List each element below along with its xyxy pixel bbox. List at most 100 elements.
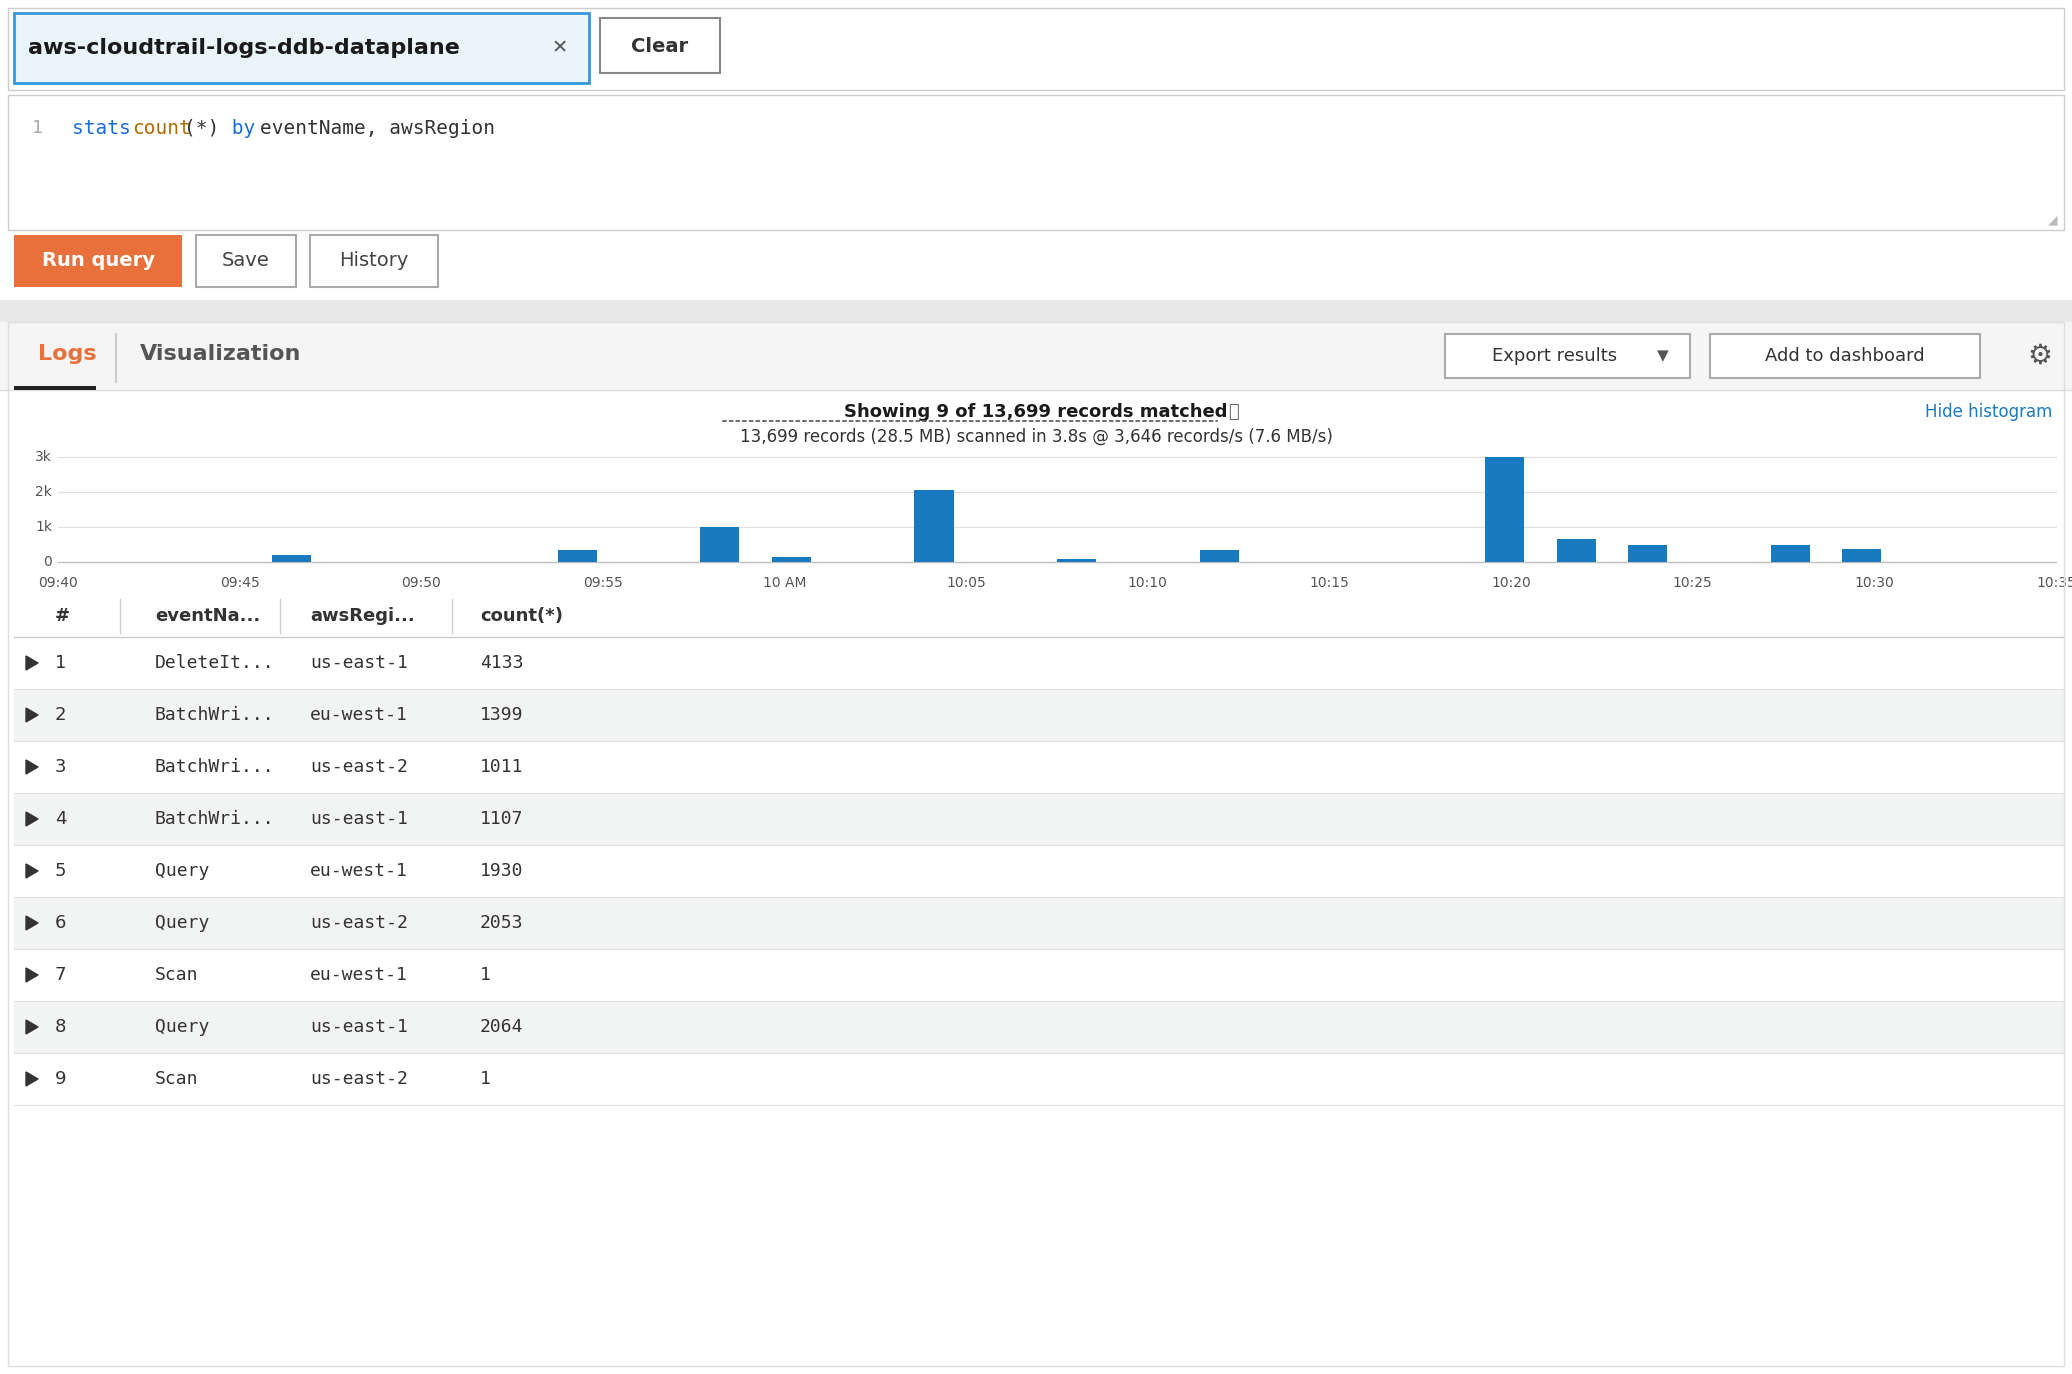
Text: Save: Save [222,251,269,271]
Text: Showing 9 of 13,699 records matched: Showing 9 of 13,699 records matched [843,403,1229,420]
Text: 09:40: 09:40 [37,576,79,589]
Text: Scan: Scan [155,966,199,984]
Text: DeleteIt...: DeleteIt... [155,654,276,672]
Polygon shape [27,655,37,671]
Bar [311,235,437,287]
Polygon shape [27,812,37,826]
Text: 1: 1 [31,120,44,137]
Text: 10:20: 10:20 [1492,576,1531,589]
Bar [8,322,2064,1366]
Text: 4: 4 [56,811,66,829]
Bar [8,95,2064,229]
Text: count(*): count(*) [481,607,564,625]
Text: 3k: 3k [35,451,52,464]
Text: eu-west-1: eu-west-1 [311,706,408,724]
Text: (*): (*) [184,118,220,137]
Text: eu-west-1: eu-west-1 [311,861,408,879]
Bar [1629,544,1668,562]
Text: count: count [133,118,191,137]
Text: us-east-1: us-east-1 [311,811,408,829]
Text: awsRegi...: awsRegi... [311,607,414,625]
Text: 1k: 1k [35,519,52,534]
Bar [15,949,2064,1002]
Bar [0,322,2072,390]
Text: 6: 6 [56,914,66,932]
Bar [271,555,311,562]
Text: Hide histogram: Hide histogram [1925,403,2051,420]
Text: 2053: 2053 [481,914,524,932]
Text: 7: 7 [56,966,66,984]
Polygon shape [27,1020,37,1035]
Text: us-east-2: us-east-2 [311,914,408,932]
Bar [15,235,182,287]
Text: ✕: ✕ [551,38,568,58]
Polygon shape [27,1072,37,1085]
Text: eventNa...: eventNa... [155,607,261,625]
Text: Scan: Scan [155,1070,199,1088]
Bar [601,18,719,73]
Text: 9: 9 [56,1070,66,1088]
Bar [1709,334,1981,378]
Text: 1: 1 [56,654,66,672]
Text: Query: Query [155,861,209,879]
Polygon shape [27,864,37,878]
Text: ◢: ◢ [2049,213,2057,225]
Bar [15,793,2064,845]
Bar [771,556,810,562]
Text: 5: 5 [56,861,66,879]
Text: eventName, awsRegion: eventName, awsRegion [259,118,495,137]
Bar [197,235,296,287]
Text: BatchWri...: BatchWri... [155,706,276,724]
Bar [1842,548,1881,562]
Text: us-east-1: us-east-1 [311,654,408,672]
Bar [15,12,588,82]
Text: 1: 1 [481,1070,491,1088]
Text: aws-cloudtrail-logs-ddb-dataplane: aws-cloudtrail-logs-ddb-dataplane [29,38,460,58]
Text: #: # [56,607,70,625]
Text: Query: Query [155,914,209,932]
Polygon shape [27,916,37,930]
Text: Clear: Clear [632,37,688,55]
Bar [0,300,2072,322]
Text: 4133: 4133 [481,654,524,672]
Bar [1057,558,1096,562]
Text: Export results: Export results [1492,348,1618,365]
Text: 09:45: 09:45 [220,576,259,589]
Text: 2064: 2064 [481,1018,524,1036]
Text: ⓘ: ⓘ [1229,403,1239,420]
Text: Run query: Run query [41,251,155,271]
Text: BatchWri...: BatchWri... [155,811,276,829]
Text: 1399: 1399 [481,706,524,724]
Text: by: by [220,118,267,137]
Text: 10:05: 10:05 [947,576,986,589]
Text: 8: 8 [56,1018,66,1036]
Text: Add to dashboard: Add to dashboard [1765,348,1925,365]
Bar [15,688,2064,741]
Text: 09:50: 09:50 [402,576,441,589]
Bar [15,845,2064,897]
Text: ⚙: ⚙ [2028,342,2053,370]
Bar [15,386,95,390]
Bar [1200,550,1239,562]
Text: 10:35: 10:35 [2037,576,2072,589]
Text: History: History [340,251,408,271]
Bar [15,897,2064,949]
Bar [8,8,2064,91]
Text: stats: stats [73,118,143,137]
Bar [15,595,2064,638]
Text: Logs: Logs [37,344,97,364]
Polygon shape [27,969,37,982]
Text: 2: 2 [56,706,66,724]
Text: us-east-2: us-east-2 [311,758,408,776]
Text: Visualization: Visualization [141,344,300,364]
Bar [15,1002,2064,1052]
Text: 1011: 1011 [481,758,524,776]
Text: 0: 0 [44,555,52,569]
Text: eu-west-1: eu-west-1 [311,966,408,984]
Text: 10:25: 10:25 [1672,576,1714,589]
Bar [1772,544,1809,562]
Text: us-east-2: us-east-2 [311,1070,408,1088]
Text: 09:55: 09:55 [582,576,624,589]
Bar [1444,334,1691,378]
Polygon shape [27,708,37,721]
